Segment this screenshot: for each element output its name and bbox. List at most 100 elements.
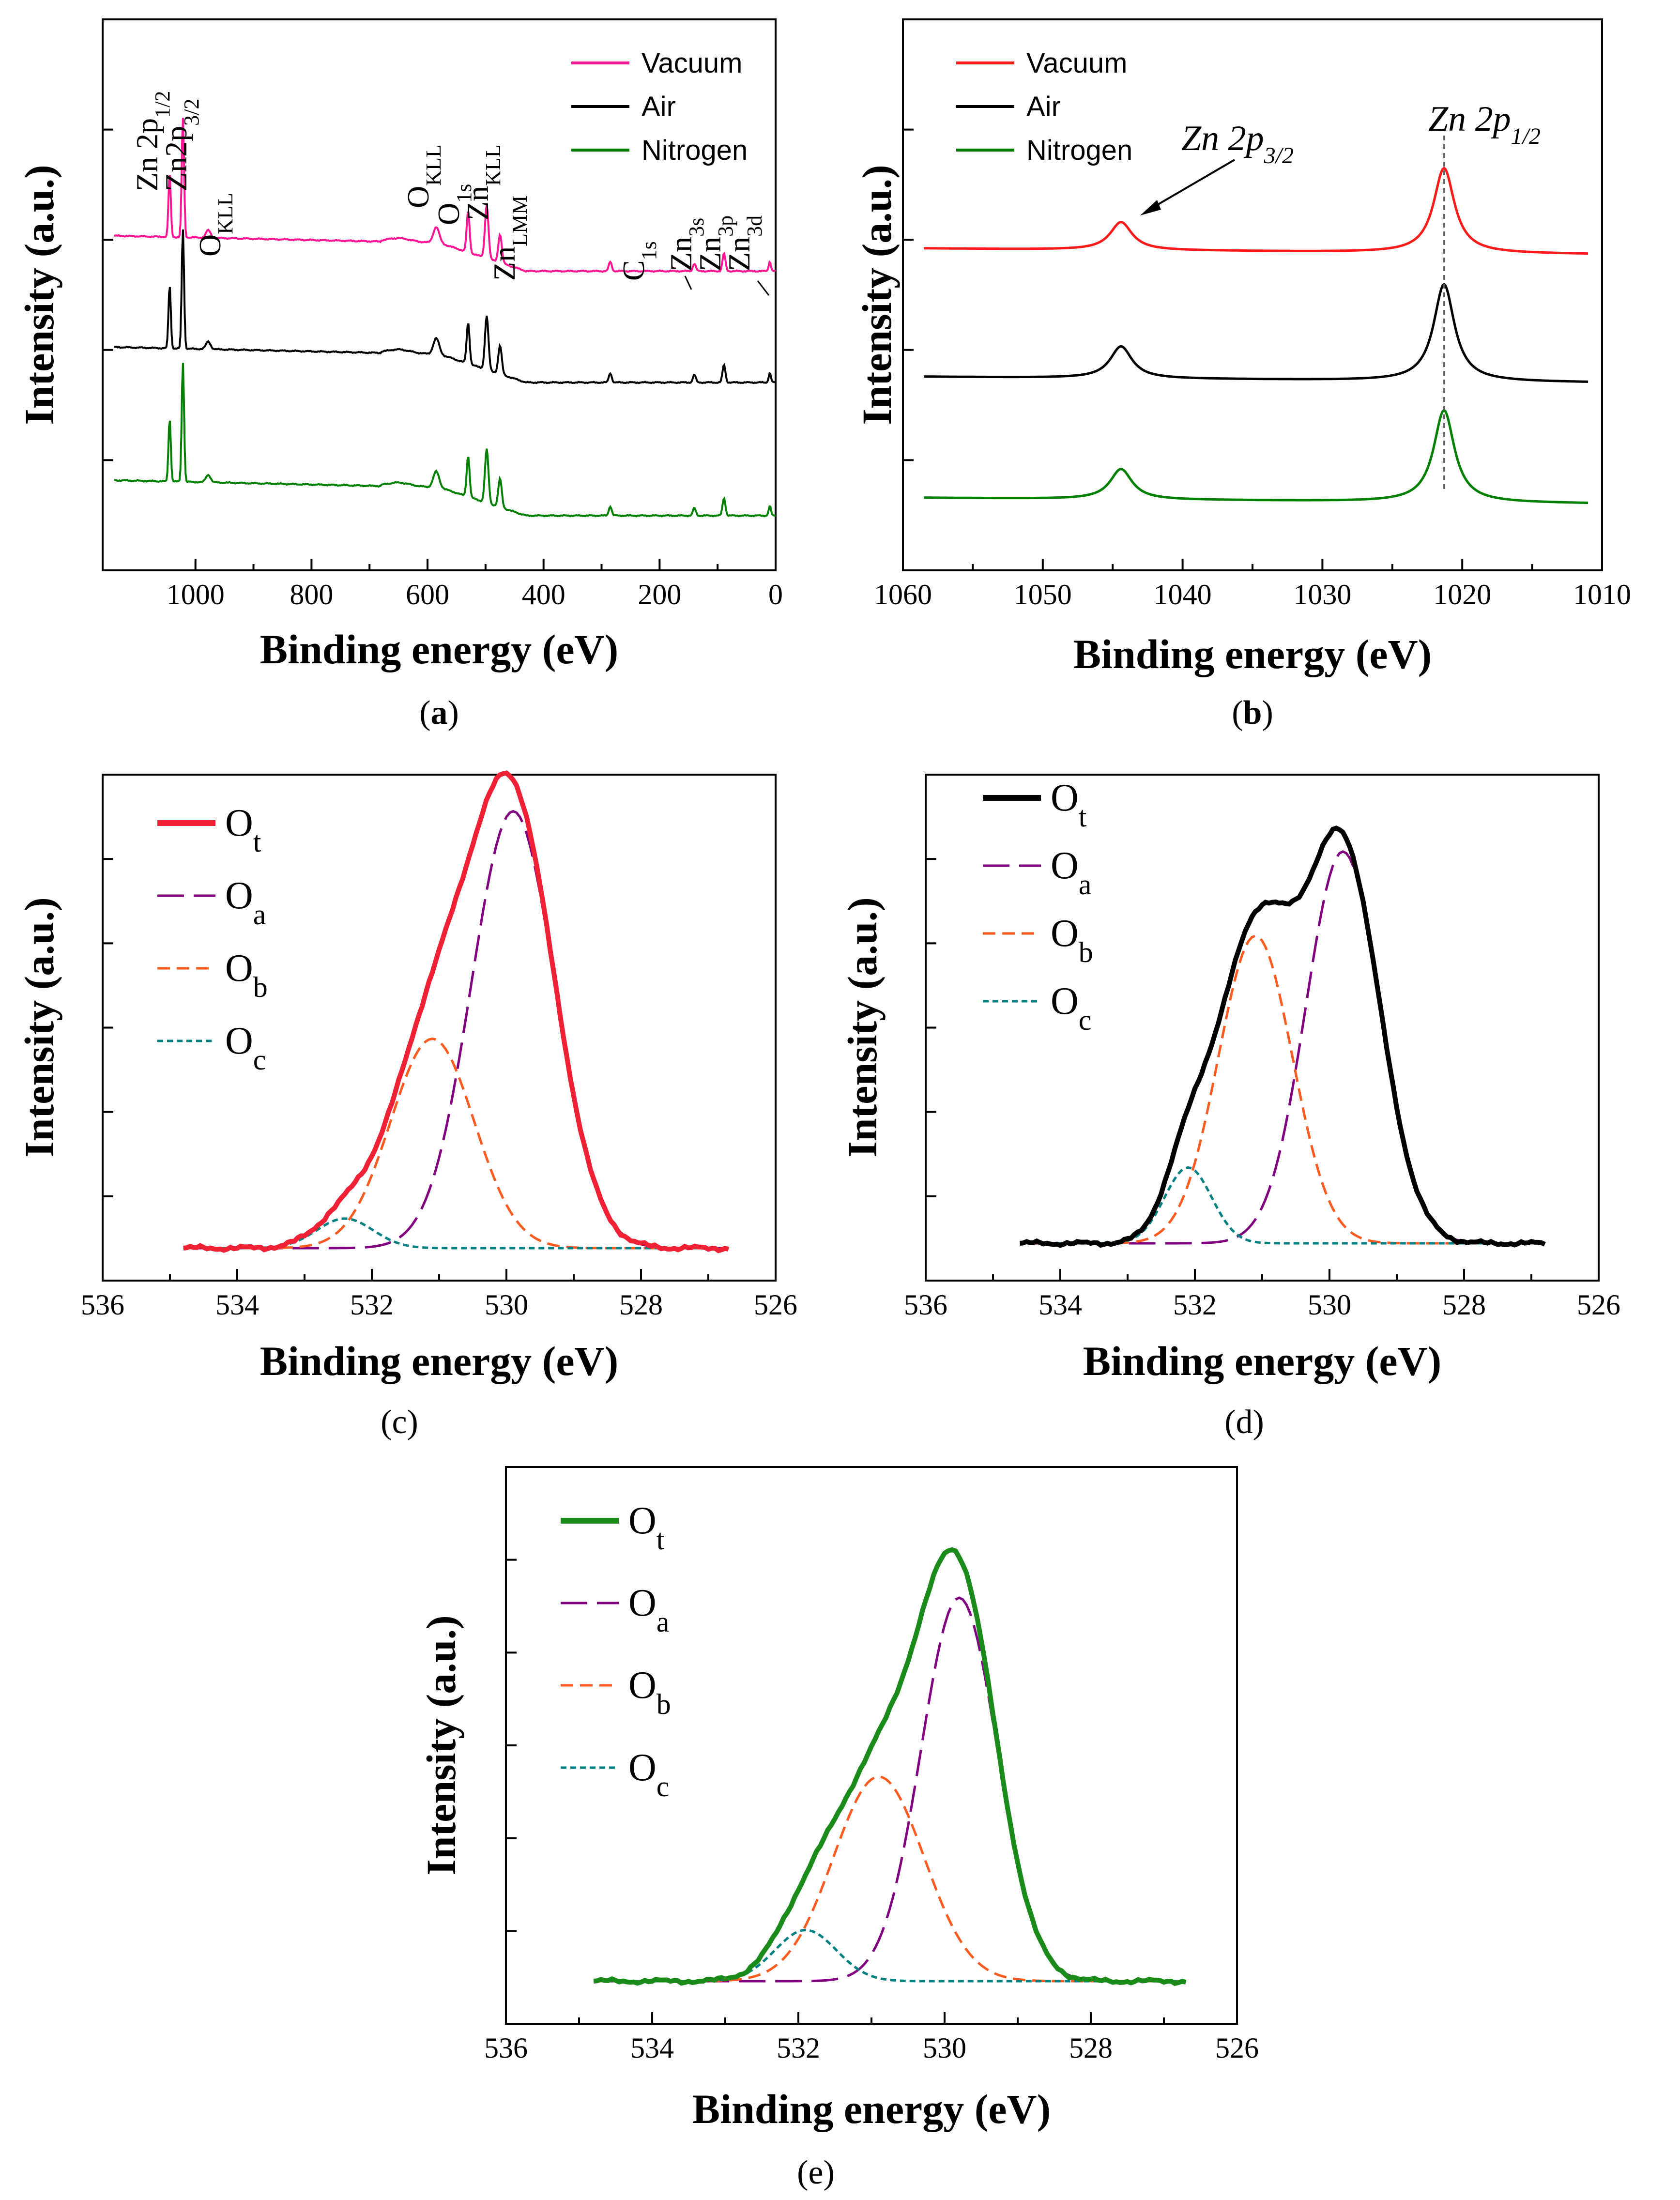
panel-c-legend-label: Ob xyxy=(225,947,268,1003)
panel-c-legend: Ot Oa Ob Oc xyxy=(157,802,268,1076)
panel-b-lines xyxy=(924,136,1588,504)
panel-a-xtick-label: 400 xyxy=(522,579,565,611)
panel-d-legend-label: Ot xyxy=(1051,777,1087,833)
panel-a-legend: Vacuum Air Nitrogen xyxy=(571,47,748,166)
panel-d-ylabel: Intensity (a.u.) xyxy=(839,897,886,1158)
panel-b-xtick-label: 1050 xyxy=(1014,579,1072,611)
panel-d: 536 534 532 530 528 526 Ot Oa Ob Oc Binding ener… xyxy=(839,774,1620,1441)
panel-c-xtick-label: 532 xyxy=(350,1289,394,1321)
panel-c-ticks: 536 534 532 530 528 526 xyxy=(81,858,797,1321)
panel-a-caption: (a) xyxy=(419,694,459,732)
panel-b-legend-label: Air xyxy=(1026,91,1061,122)
panel-d-lines xyxy=(1020,825,1546,1248)
panel-e-xtick-label: 530 xyxy=(923,2032,966,2064)
label-okll-2: OKLL xyxy=(401,144,445,208)
panel-e-xtick-label: 536 xyxy=(484,2032,528,2064)
panel-a-frame xyxy=(102,18,777,571)
panel-c-caption: (c) xyxy=(381,1404,418,1441)
label-c1s: C1s xyxy=(616,241,661,281)
panel-b-xlabel: Binding energy (eV) xyxy=(1073,631,1432,677)
label-zn3d: Zn3d xyxy=(722,215,766,271)
panel-e-xtick-label: 528 xyxy=(1069,2032,1113,2064)
panel-e-legend-label: Ot xyxy=(628,1499,665,1556)
panel-e: 536 534 532 530 528 526 Ot Oa Ob Oc Binding ener… xyxy=(418,1466,1259,2191)
panel-b-ticks: 1060 1050 1040 1030 1020 1010 xyxy=(874,128,1631,611)
panel-d-xlabel: Binding energy (eV) xyxy=(1083,1338,1442,1384)
panel-b-series-nitrogen xyxy=(924,409,1588,504)
panel-e-legend-label: Oa xyxy=(628,1582,669,1638)
panel-a-xlabel: Binding energy (eV) xyxy=(260,626,619,672)
panel-c-component-ob xyxy=(183,1038,729,1250)
panel-a-xtick-label: 1000 xyxy=(167,579,225,611)
panel-d-legend: Ot Oa Ob Oc xyxy=(983,777,1093,1036)
panel-c-xtick-label: 534 xyxy=(215,1289,259,1321)
panel-a-series-air xyxy=(114,229,776,384)
panel-b-legend-label: Nitrogen xyxy=(1026,135,1132,166)
panel-c-xtick-label: 526 xyxy=(754,1289,797,1321)
panel-c-total-fit xyxy=(183,770,729,1253)
panel-d-component-oa xyxy=(1020,850,1545,1245)
panel-b-annotations: Zn 2p3/2 Zn 2p1/2 xyxy=(1140,99,1541,215)
panel-d-xtick-label: 536 xyxy=(904,1289,947,1321)
panel-e-xtick-label: 534 xyxy=(630,2032,674,2064)
panel-d-component-ob xyxy=(1020,934,1545,1245)
panel-b-series-air xyxy=(924,283,1588,383)
panel-c-xtick-label: 536 xyxy=(81,1289,124,1321)
label-znkll: ZnKLL xyxy=(460,144,505,220)
arrow-zn3d xyxy=(757,280,770,296)
panel-b-series-vacuum xyxy=(924,167,1588,255)
panel-a-ylabel: Intensity (a.u.) xyxy=(16,165,62,425)
panel-d-legend-label: Ob xyxy=(1051,912,1093,968)
panel-a-series-nitrogen xyxy=(114,363,776,518)
label-zn2p32: Zn 2p3/2 xyxy=(1181,119,1294,168)
panel-a-ticks: 1000 800 600 400 200 0 xyxy=(103,128,783,611)
panel-b: 1060 1050 1040 1030 1020 1010 Zn 2p3/2 Zn 2p1/… xyxy=(854,18,1631,732)
panel-e-legend-label: Oc xyxy=(628,1746,669,1803)
panel-b-ylabel: Intensity (a.u.) xyxy=(854,165,900,425)
panel-a-xtick-label: 0 xyxy=(768,579,783,611)
panel-c-xtick-label: 528 xyxy=(619,1289,663,1321)
label-o1s: O1s xyxy=(431,184,476,225)
panel-c: 536 534 532 530 528 526 Ot Oa Ob Oc Binding ener… xyxy=(16,770,797,1441)
panel-a-lines xyxy=(114,118,776,518)
panel-d-xtick-label: 528 xyxy=(1442,1289,1486,1321)
panel-e-xtick-label: 532 xyxy=(777,2032,820,2064)
panel-d-xtick-label: 526 xyxy=(1577,1289,1620,1321)
panel-b-xtick-label: 1020 xyxy=(1433,579,1491,611)
panel-b-xtick-label: 1040 xyxy=(1154,579,1212,611)
panel-d-caption: (d) xyxy=(1224,1404,1264,1441)
arrow-zn2p32 xyxy=(1146,159,1236,212)
panel-c-frame xyxy=(102,774,777,1282)
panel-d-xtick-label: 532 xyxy=(1173,1289,1217,1321)
label-zn2p32: Zn2p3/2 xyxy=(159,99,203,191)
panel-d-xtick-label: 534 xyxy=(1039,1289,1082,1321)
panel-b-xtick-label: 1010 xyxy=(1573,579,1631,611)
panel-e-ylabel: Intensity (a.u.) xyxy=(418,1615,464,1876)
panel-a-legend-label: Air xyxy=(641,91,676,122)
panel-c-legend-label: Ot xyxy=(225,802,261,858)
panel-e-total-fit xyxy=(593,1547,1187,1986)
panel-e-legend: Ot Oa Ob Oc xyxy=(561,1499,671,1803)
panel-a-legend-label: Vacuum xyxy=(641,47,742,79)
panel-b-legend: Vacuum Air Nitrogen xyxy=(956,47,1132,166)
panel-a-series-vacuum xyxy=(114,118,776,273)
panel-a-xtick-label: 200 xyxy=(638,579,681,611)
panel-c-legend-label: Oc xyxy=(225,1020,266,1076)
panel-d-xtick-label: 530 xyxy=(1308,1289,1351,1321)
panel-c-lines xyxy=(183,770,729,1253)
panel-e-xlabel: Binding energy (eV) xyxy=(692,2086,1051,2132)
arrow-zn3s xyxy=(684,275,692,290)
panel-c-component-oa xyxy=(183,810,729,1250)
panel-b-xtick-label: 1030 xyxy=(1293,579,1351,611)
label-znlmm: ZnLMM xyxy=(487,196,532,281)
panel-c-xtick-label: 530 xyxy=(485,1289,528,1321)
label-zn3p: Zn3p xyxy=(693,215,737,271)
panel-e-component-ob xyxy=(594,1775,1186,1983)
panel-e-xtick-label: 526 xyxy=(1215,2032,1259,2064)
panel-b-xtick-label: 1060 xyxy=(874,579,932,611)
label-zn3s: Zn3s xyxy=(664,218,708,271)
panel-a-xtick-label: 800 xyxy=(290,579,333,611)
arrow-head-zn2p32 xyxy=(1140,200,1161,215)
